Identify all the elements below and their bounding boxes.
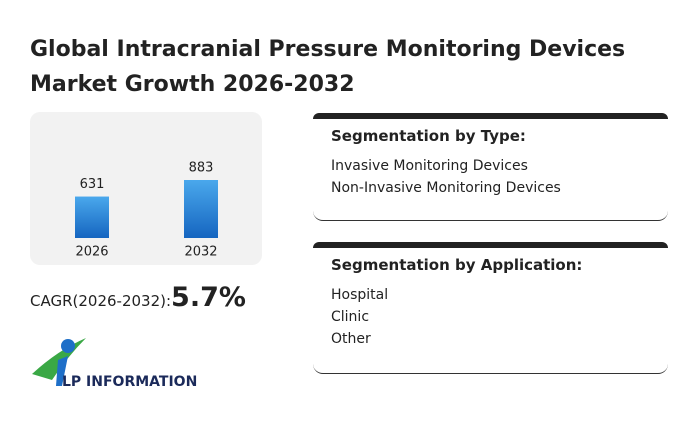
title: Global Intracranial Pressure Monitoring … — [30, 37, 626, 97]
category-label: 2032 — [184, 245, 217, 260]
segment-item: Invasive Monitoring Devices — [331, 158, 528, 174]
cagr: CAGR(2026-2032):5.7% — [30, 282, 246, 313]
logo-text: LP INFORMATION — [62, 374, 198, 390]
logo-icon — [32, 338, 86, 386]
segment-heading: Segmentation by Type: — [331, 127, 526, 145]
cagr-value: 5.7% — [171, 282, 246, 313]
segment-heading: Segmentation by Application: — [331, 256, 583, 274]
chart-panel — [30, 112, 262, 265]
segment-item: Non-Invasive Monitoring Devices — [331, 180, 561, 196]
bar — [184, 180, 218, 238]
segment-item: Other — [331, 331, 371, 347]
segment-item: Clinic — [331, 309, 370, 325]
chart: 631 2026 883 2032 — [75, 161, 218, 260]
segment-bar — [313, 113, 668, 119]
segment-item: Hospital — [331, 287, 389, 303]
value-label: 631 — [80, 177, 105, 192]
segment-box: Segmentation by Application: Hospital Clin… — [313, 242, 668, 374]
logo-stem — [56, 356, 68, 386]
segment-box: Segmentation by Type: Invasive Monitoring… — [313, 113, 668, 221]
value-label: 883 — [189, 161, 214, 176]
segment-bar — [313, 242, 668, 248]
cagr-label: CAGR(2026-2032): — [30, 292, 172, 310]
logo-dot — [61, 339, 75, 353]
category-label: 2026 — [75, 245, 108, 260]
bar — [75, 196, 109, 238]
